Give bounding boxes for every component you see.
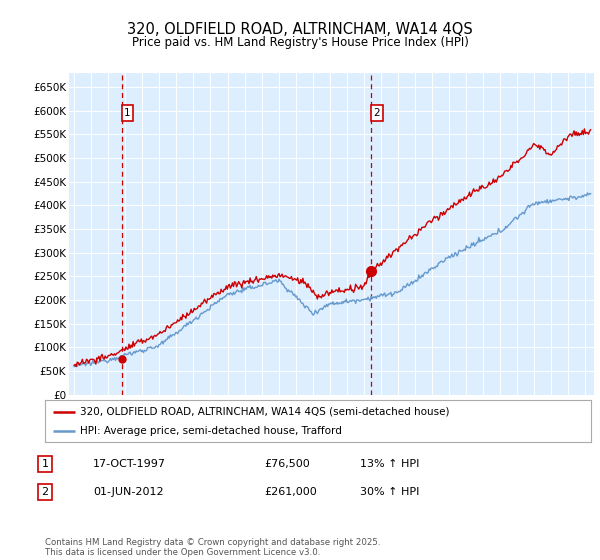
Text: 320, OLDFIELD ROAD, ALTRINCHAM, WA14 4QS: 320, OLDFIELD ROAD, ALTRINCHAM, WA14 4QS bbox=[127, 22, 473, 38]
Text: 13% ↑ HPI: 13% ↑ HPI bbox=[360, 459, 419, 469]
Text: Price paid vs. HM Land Registry's House Price Index (HPI): Price paid vs. HM Land Registry's House … bbox=[131, 36, 469, 49]
Text: 2: 2 bbox=[41, 487, 49, 497]
Text: 1: 1 bbox=[124, 108, 131, 118]
Text: £76,500: £76,500 bbox=[264, 459, 310, 469]
Text: 1: 1 bbox=[41, 459, 49, 469]
Text: HPI: Average price, semi-detached house, Trafford: HPI: Average price, semi-detached house,… bbox=[80, 426, 343, 436]
Text: 17-OCT-1997: 17-OCT-1997 bbox=[93, 459, 166, 469]
Text: 320, OLDFIELD ROAD, ALTRINCHAM, WA14 4QS (semi-detached house): 320, OLDFIELD ROAD, ALTRINCHAM, WA14 4QS… bbox=[80, 407, 450, 417]
Text: 2: 2 bbox=[374, 108, 380, 118]
Text: Contains HM Land Registry data © Crown copyright and database right 2025.
This d: Contains HM Land Registry data © Crown c… bbox=[45, 538, 380, 557]
Text: 01-JUN-2012: 01-JUN-2012 bbox=[93, 487, 164, 497]
Text: £261,000: £261,000 bbox=[264, 487, 317, 497]
Text: 30% ↑ HPI: 30% ↑ HPI bbox=[360, 487, 419, 497]
